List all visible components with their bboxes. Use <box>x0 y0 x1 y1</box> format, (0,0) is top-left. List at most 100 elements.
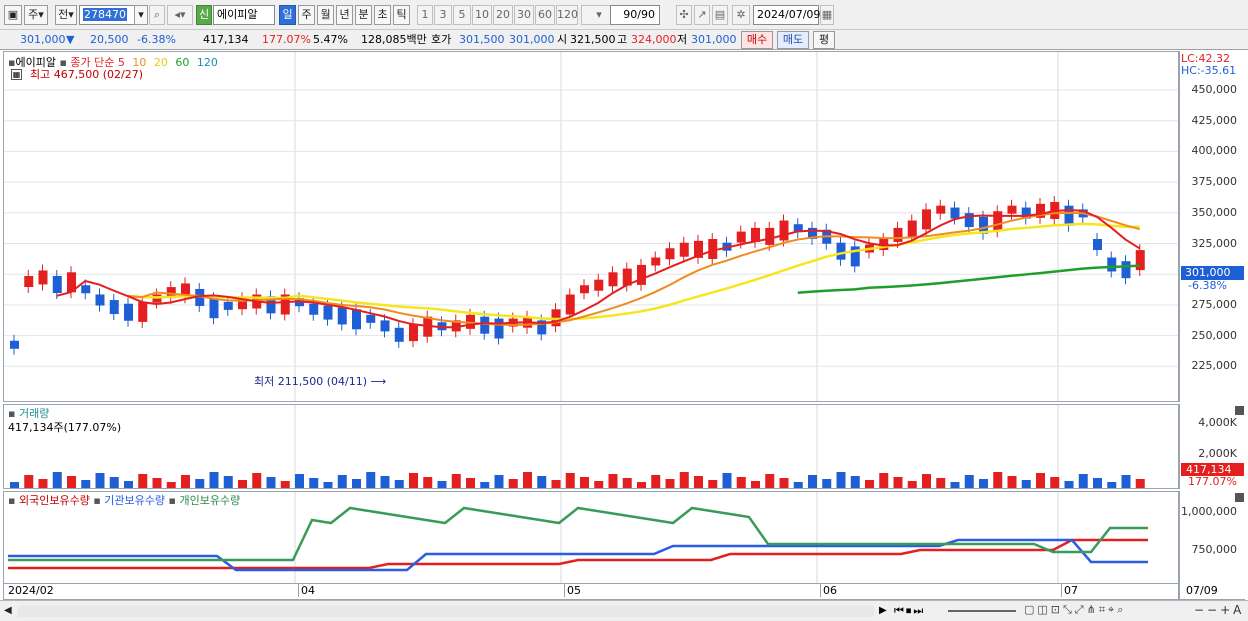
volume-bar <box>352 479 361 488</box>
code-dropdown-button[interactable]: ▾ <box>134 5 148 25</box>
x-axis-label: 2024/02 <box>8 584 54 597</box>
interval-button[interactable]: 1 <box>417 5 433 25</box>
scroll-right-icon[interactable]: ▶ <box>879 605 887 616</box>
candle-body <box>394 327 404 342</box>
zoom-controls[interactable]: −−+A <box>1194 603 1245 617</box>
sell-button[interactable]: 매도 <box>777 31 809 49</box>
bar-count-input[interactable]: 90/90 <box>610 5 660 25</box>
volume-bar <box>366 472 376 488</box>
candle-body <box>238 298 247 310</box>
period-button[interactable]: 틱 <box>393 5 410 25</box>
prev-button[interactable]: 전▾ <box>55 5 77 25</box>
horizontal-scrollbar[interactable] <box>18 606 874 617</box>
interval-button[interactable]: 30 <box>514 5 534 25</box>
high-label: 고 <box>617 33 628 46</box>
candle-body <box>181 283 190 298</box>
period-button[interactable]: 일 <box>279 5 296 25</box>
volume-ratio: 177.07% <box>262 33 311 46</box>
candle-body <box>24 276 34 287</box>
price-chart[interactable] <box>4 52 1178 401</box>
turnover-pct: 5.47% <box>313 33 348 46</box>
draw-line-icon[interactable]: ↗ <box>694 5 710 25</box>
speaker-icon[interactable]: ◂▾ <box>167 5 193 25</box>
period-button[interactable]: 년 <box>336 5 353 25</box>
candle-body <box>565 294 575 315</box>
volume-bar <box>594 481 604 488</box>
candle-body <box>537 320 547 335</box>
period-button[interactable]: 분 <box>355 5 372 25</box>
volume-chart[interactable] <box>4 405 1178 488</box>
price-tick: 325,000 <box>1191 236 1238 250</box>
volume-bar <box>1093 478 1102 488</box>
volume-bar <box>209 472 219 488</box>
period-button[interactable]: 주 <box>298 5 315 25</box>
volume-bar <box>665 479 675 488</box>
candle-body <box>736 231 746 243</box>
stock-code-input[interactable]: 278470 <box>79 5 135 25</box>
chart-type-select[interactable]: 주▾ <box>24 5 48 25</box>
interval-button[interactable]: 3 <box>434 5 452 25</box>
crosshair-icon[interactable]: ✣ <box>676 5 692 25</box>
search-icon[interactable]: ⌕ <box>149 5 165 25</box>
eval-button[interactable]: 평 <box>813 31 835 49</box>
drawing-tools[interactable]: ▢◫⊡⤡⤢⋔⌗⌖⌕ <box>1024 603 1127 616</box>
close-panel-icon[interactable] <box>1235 406 1244 415</box>
stock-name-field[interactable]: 에이피알 <box>213 5 275 25</box>
price-tick: 425,000 <box>1191 113 1238 127</box>
price-panel: ▪에이피알 ▪ 종가 단순 5 10 20 60 120 ▦ 최고 467,50… <box>3 51 1179 402</box>
playback-controls[interactable]: ⏮⏹⏭ <box>894 604 926 617</box>
interval-button[interactable]: 60 <box>535 5 555 25</box>
interval-button[interactable]: 120 <box>556 5 578 25</box>
volume-bar <box>964 475 974 488</box>
gear-icon[interactable]: ✲ <box>732 5 750 25</box>
volume-bar <box>337 475 347 488</box>
legend-square-icon: ▪ <box>8 56 16 69</box>
volume-bar <box>651 475 661 488</box>
calculator-icon[interactable]: ▦ <box>11 69 22 80</box>
volume-bar <box>765 474 775 488</box>
holding-chart[interactable] <box>4 492 1178 583</box>
close-panel-icon[interactable] <box>1235 493 1244 502</box>
candle-body <box>95 294 105 306</box>
x-axis-label: 06 <box>820 584 837 597</box>
volume-bar <box>24 475 34 488</box>
trade-amount: 128,085백만 <box>361 33 427 46</box>
candle-body <box>836 242 846 260</box>
volume-bar <box>893 477 903 488</box>
candle-body <box>10 340 19 349</box>
period-button[interactable]: 초 <box>374 5 391 25</box>
volume-bar <box>565 473 575 488</box>
interval-button[interactable]: 20 <box>493 5 513 25</box>
period-button[interactable]: 월 <box>317 5 334 25</box>
candle-body <box>309 303 319 315</box>
candle-body <box>779 220 789 241</box>
candle-body <box>580 285 589 294</box>
holding-panel: ▪ 외국인보유수량 ▪ 기관보유수량 ▪ 개인보유수량 <box>3 491 1179 584</box>
candle-body <box>480 316 490 334</box>
date-input[interactable]: 2024/07/09 <box>753 5 820 25</box>
x-axis-label: 04 <box>298 584 315 597</box>
price-legend: ▪에이피알 ▪ 종가 단순 5 10 20 60 120 <box>8 54 218 70</box>
last-pct-tag: -6.38% <box>1188 279 1227 292</box>
zoom-slider[interactable] <box>948 610 1016 612</box>
candle-body <box>380 320 390 332</box>
interval-button[interactable]: 10 <box>472 5 492 25</box>
current-price: 301,000 <box>20 33 66 46</box>
volume-bar <box>551 480 561 488</box>
volume-bar <box>380 476 390 488</box>
candle-body <box>266 296 276 314</box>
chart-menu-icon[interactable]: ▣ <box>4 5 22 25</box>
legend-square-icon: ▪ <box>55 56 67 69</box>
buy-button[interactable]: 매수 <box>741 31 773 49</box>
volume-bar <box>295 474 304 488</box>
volume-bar <box>466 478 475 488</box>
volume-tick: 2,000K <box>1198 447 1237 460</box>
candle-body <box>1135 250 1145 271</box>
volume-title-text: 거래량 <box>18 407 50 420</box>
calendar-icon[interactable]: ▦ <box>820 5 834 25</box>
scroll-left-icon[interactable]: ◀ <box>4 605 12 616</box>
volume-bar <box>751 481 760 488</box>
save-icon[interactable]: ▤ <box>712 5 728 25</box>
interval-button[interactable]: 5 <box>453 5 471 25</box>
candle-body <box>793 224 803 233</box>
